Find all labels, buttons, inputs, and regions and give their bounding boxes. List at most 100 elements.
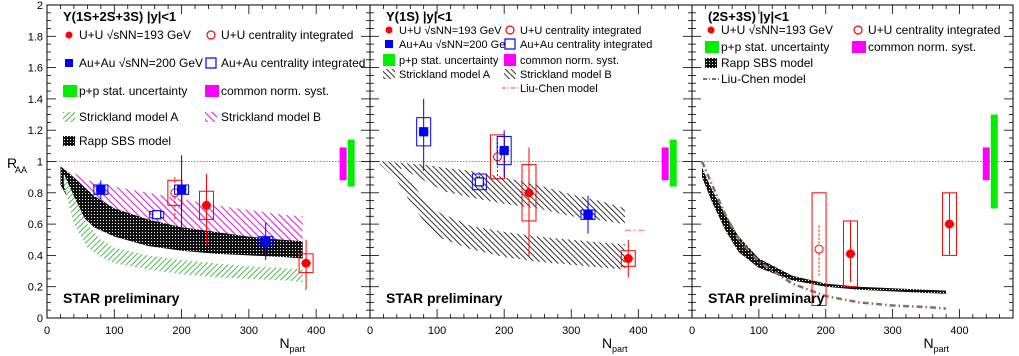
legend-label: Au+Au centrality integrated <box>520 39 652 51</box>
model-line-0 <box>700 161 947 310</box>
y-axis-title: R AA <box>7 155 27 175</box>
xlabel-sub: part <box>612 344 628 354</box>
panel-upsilon-1s: 0 100 200 300 400 N part Υ(1S) |y|<1U+U √sNN=19… <box>367 4 693 354</box>
x-tick-label: 200 <box>495 325 513 337</box>
x-tick-label: 100 <box>750 325 768 337</box>
legend-marker-uu <box>707 26 715 34</box>
x-tick-label: 100 <box>105 325 123 337</box>
legend-label: common norm. syst. <box>221 84 329 98</box>
legend-swatch-strickland-b <box>504 69 516 79</box>
data-point <box>474 177 484 187</box>
y-tick-label: 2 <box>37 0 43 12</box>
legend-label: Au+Au √sNN=200 GeV <box>79 56 203 70</box>
model-band-1 <box>380 161 625 270</box>
data-point <box>152 210 162 220</box>
y-tick-label: 1.8 <box>28 31 43 43</box>
legend-label: U+U centrality integrated <box>221 28 353 42</box>
legend-swatch-pp <box>63 85 77 97</box>
panel-title: Υ(1S) |y|<1 <box>386 9 452 24</box>
legend-label: Strickland model A <box>79 110 178 124</box>
y-tick-label: 0.4 <box>28 250 43 262</box>
legend-label: Strickland model B <box>520 69 612 81</box>
legend-label: Strickland model B <box>221 110 321 124</box>
xlabel: N <box>280 335 290 351</box>
y-tick-label: 0.8 <box>28 188 43 200</box>
global-box-0 <box>339 147 347 181</box>
data-point <box>176 185 187 195</box>
y-tick-label: 1 <box>37 157 43 169</box>
data-point <box>583 210 593 220</box>
xlabel: N <box>924 335 934 351</box>
y-tick-label: 1.4 <box>28 94 43 106</box>
x-tick-label: 400 <box>629 325 647 337</box>
data-point <box>814 244 824 254</box>
xlabel-sub: part <box>290 344 306 354</box>
x-tick-label: 300 <box>240 325 258 337</box>
legend-label: Au+Au centrality integrated <box>221 56 365 70</box>
legend-label: Liu-Chen model <box>520 83 598 95</box>
legend-swatch-norm <box>852 41 866 53</box>
model-band-1 <box>60 166 303 259</box>
legend-label: p+p stat. uncertainty <box>399 55 499 67</box>
legend-marker-auau-integrated <box>205 57 217 69</box>
legend-marker-uu-integrated <box>206 30 216 40</box>
data-point <box>524 188 534 198</box>
xlabel: N <box>602 335 612 351</box>
legend-swatch-pp <box>383 54 395 66</box>
legend-swatch-rapp <box>705 58 717 68</box>
legend-label: Strickland model A <box>399 69 491 81</box>
ylabel-sub: AA <box>15 165 27 175</box>
legend-label: Au+Au √sNN=200 GeV <box>399 39 513 51</box>
legend-marker-auau-integrated <box>504 38 516 50</box>
legend-swatch-rapp <box>63 136 75 146</box>
y-tick-label: 1.2 <box>28 125 43 137</box>
y-tick-label: 1.6 <box>28 63 43 75</box>
model-band-0 <box>63 167 303 256</box>
x-tick-label: 0 <box>44 325 50 337</box>
legend-label: p+p stat. uncertainty <box>721 40 829 54</box>
legend-marker-uu-integrated <box>505 25 515 35</box>
x-tick-label: 100 <box>428 325 446 337</box>
data-point <box>96 185 106 195</box>
data-point <box>201 200 211 210</box>
legend-label: U+U centrality integrated <box>520 25 641 37</box>
x-tick-label: 0 <box>367 325 373 337</box>
data-point <box>944 219 954 229</box>
preliminary-label: STAR preliminary <box>63 290 180 306</box>
legend-label: Liu-Chen model <box>721 72 806 86</box>
legend-marker-auau <box>385 40 393 48</box>
x-tick-label: 300 <box>883 325 901 337</box>
data-point <box>419 127 429 137</box>
global-box-1 <box>347 139 355 187</box>
preliminary-label: STAR preliminary <box>386 290 503 306</box>
legend-swatch-norm <box>504 54 516 66</box>
legend-marker-uu-integrated <box>853 25 863 35</box>
global-box-1 <box>990 114 998 209</box>
data-point <box>261 236 271 246</box>
legend-label: p+p stat. uncertainty <box>79 84 187 98</box>
panel-upsilon-2s3s: 0 100 200 300 400 N part (2S+3S) |y|<1U+U √sNN=… <box>689 4 1014 354</box>
x-tick-label: 400 <box>307 325 325 337</box>
panel-upsilon-all: 0 0.2 0.4 0.6 0.8 1 1.2 1.4 1.6 1.8 2 0 100 200 300 400… <box>28 0 371 354</box>
legend-label: common norm. syst. <box>868 40 976 54</box>
xlabel-sub: part <box>934 344 950 354</box>
legend-label: U+U √sNN=193 GeV <box>721 23 833 37</box>
data-point <box>845 249 855 259</box>
model-band-0 <box>380 161 625 225</box>
legend-label: U+U √sNN=193 GeV <box>79 28 191 42</box>
legend-marker-auau <box>65 59 73 67</box>
legend-label: U+U centrality integrated <box>868 23 1000 37</box>
legend-label: Rapp SBS model <box>79 134 171 148</box>
y-tick-label: 0.2 <box>28 282 43 294</box>
legend-label: U+U √sNN=193 GeV <box>399 25 502 37</box>
data-point <box>301 258 311 268</box>
legend-marker-uu <box>385 26 393 34</box>
legend-swatch-norm <box>205 85 219 97</box>
y-tick-label: 0.6 <box>28 219 43 231</box>
global-box-0 <box>661 147 669 181</box>
legend-swatch-strickland-a <box>383 69 395 79</box>
legend-swatch-strickland-a <box>63 112 75 122</box>
panel-title: Υ(1S+2S+3S) |y|<1 <box>63 9 176 24</box>
x-tick-label: 200 <box>172 325 190 337</box>
